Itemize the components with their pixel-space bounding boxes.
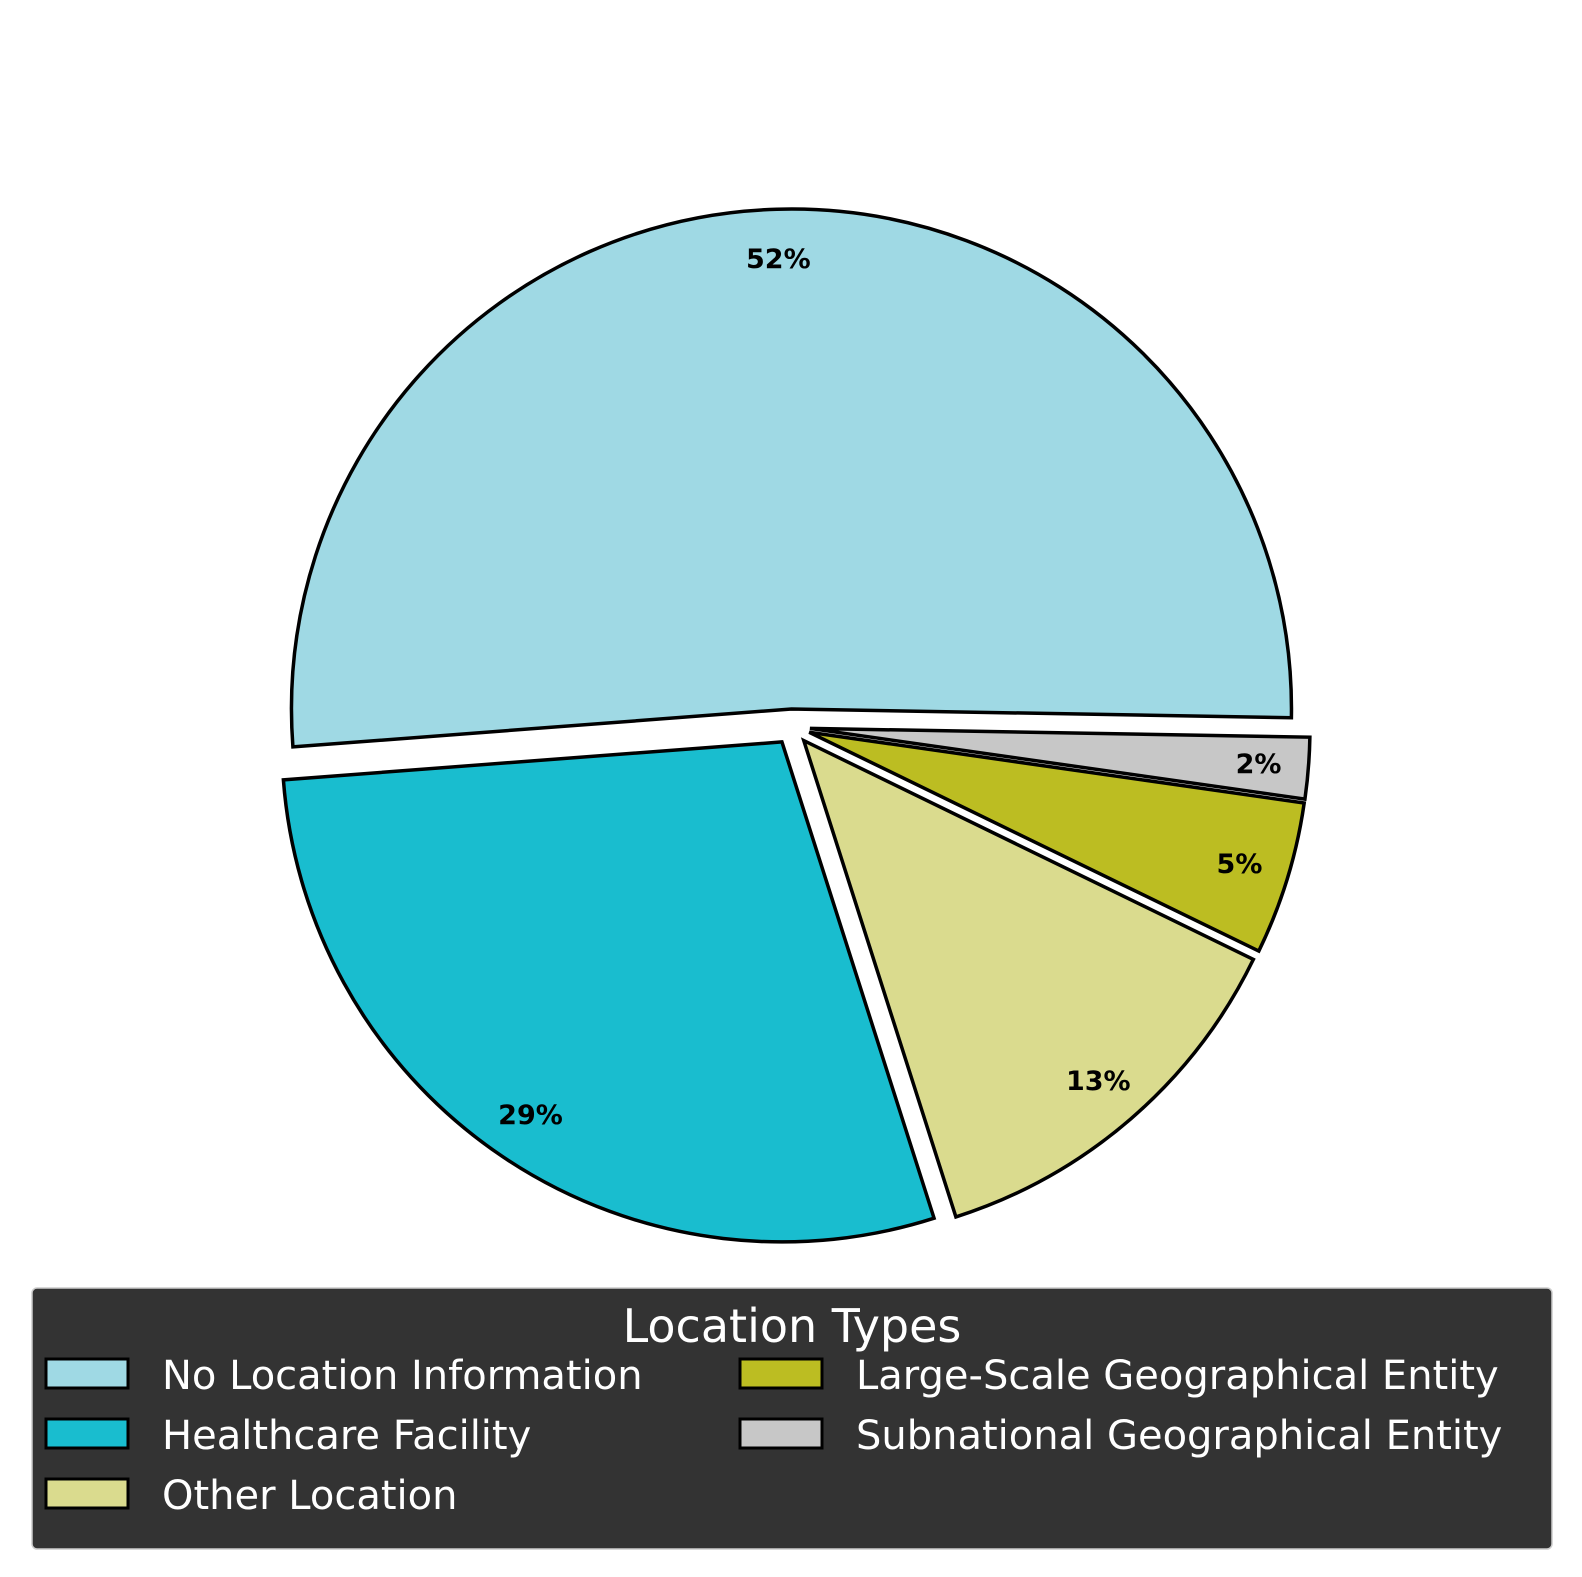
legend-swatch [44, 1477, 130, 1510]
slice-percent-label: 2% [1236, 749, 1282, 780]
legend-label: No Location Information [162, 1353, 643, 1399]
legend-label: Subnational Geographical Entity [856, 1413, 1502, 1459]
legend-entries: No Location Information Healthcare Facili… [44, 1353, 1502, 1519]
slice-percent-label: 52% [746, 244, 811, 275]
legend-label: Other Location [162, 1473, 457, 1519]
legend-item-other-location: Other Location [44, 1473, 457, 1519]
pie-slice-subnational-geographical-entity [809, 726, 1312, 802]
pie-slice-other-location [800, 737, 1256, 1220]
legend-title: Location Types [623, 1299, 962, 1353]
legend-swatch [738, 1357, 824, 1390]
legend: Location Types No Location Information He… [31, 1287, 1553, 1550]
legend-item-large-scale-geographical-entity: Large-Scale Geographical Entity [738, 1353, 1499, 1399]
legend-item-healthcare-facility: Healthcare Facility [44, 1413, 531, 1459]
legend-label: Large-Scale Geographical Entity [856, 1353, 1499, 1399]
pie-slice-large-scale-geographical-entity [808, 730, 1307, 954]
pie-slices [281, 207, 1312, 1244]
legend-item-no-location-information: No Location Information [44, 1353, 643, 1399]
slice-percent-label: 29% [498, 1100, 563, 1131]
slice-percent-label: 13% [1066, 1066, 1131, 1097]
legend-label: Healthcare Facility [162, 1413, 531, 1459]
slice-percent-label: 5% [1217, 849, 1263, 880]
pie-labels: 52% 29% 13% 5% 2% [498, 244, 1281, 1131]
legend-item-subnational-geographical-entity: Subnational Geographical Entity [738, 1413, 1502, 1459]
pie-slice-no-location-information [289, 207, 1294, 749]
pie-slice-healthcare-facility [281, 740, 937, 1244]
legend-swatch [738, 1417, 824, 1450]
legend-swatch [44, 1357, 130, 1390]
legend-swatch [44, 1417, 130, 1450]
